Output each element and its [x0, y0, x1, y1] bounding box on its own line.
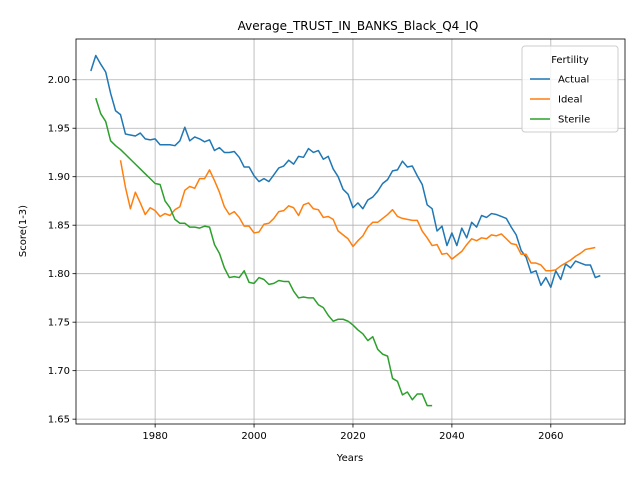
y-tick-label: 1.85	[48, 221, 70, 232]
legend-label-ideal: Ideal	[558, 95, 582, 106]
y-tick-label: 1.70	[48, 366, 70, 377]
x-tick-label: 2020	[340, 431, 365, 442]
legend-box	[521, 45, 619, 133]
legend-label-actual: Actual	[558, 75, 589, 86]
grid-lines	[76, 39, 625, 424]
x-tick-label: 1980	[142, 431, 167, 442]
x-axis-title: Years	[336, 453, 363, 464]
legend-items: Actual Ideal Sterile	[530, 75, 590, 126]
series-line-ideal	[119, 160, 596, 272]
y-tick-label: 2.00	[48, 75, 70, 86]
legend: Fertility Actual Ideal Sterile	[521, 45, 619, 133]
series-line-actual	[90, 54, 601, 289]
y-tick-label: 1.75	[48, 318, 70, 329]
y-axis: 1.65 1.70 1.75 1.80 1.85 1.90 1.95 2.00	[48, 75, 76, 426]
x-tick-label: 2040	[439, 431, 464, 442]
y-tick-label: 1.65	[48, 415, 70, 426]
chart-title: Average_TRUST_IN_BANKS_Black_Q4_IQ	[238, 19, 479, 33]
y-axis-title: Score(1-3)	[18, 205, 29, 257]
legend-title: Fertility	[551, 55, 589, 66]
y-tick-label: 1.80	[48, 269, 70, 280]
plot-series	[90, 54, 601, 407]
x-tick-label: 2000	[241, 431, 266, 442]
legend-label-sterile: Sterile	[558, 115, 590, 126]
x-axis: 1980 2000 2020 2040 2060	[142, 424, 564, 442]
y-tick-label: 1.90	[48, 172, 70, 183]
series-line-sterile	[95, 97, 433, 407]
x-tick-label: 2060	[538, 431, 563, 442]
y-tick-label: 1.95	[48, 124, 70, 135]
plot-frame	[75, 38, 626, 425]
